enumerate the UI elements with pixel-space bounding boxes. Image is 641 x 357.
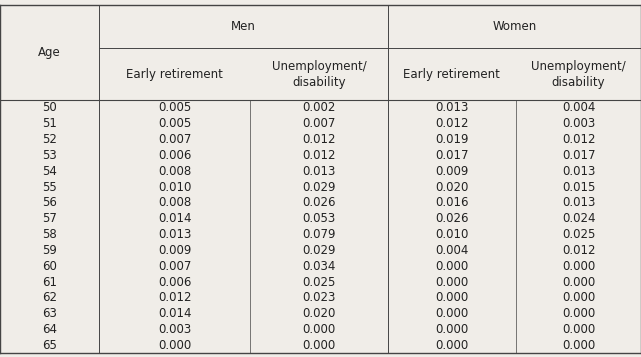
Text: 0.013: 0.013	[158, 228, 192, 241]
Text: 0.005: 0.005	[158, 101, 191, 114]
Text: 63: 63	[42, 307, 57, 320]
Text: 0.026: 0.026	[435, 212, 469, 225]
Text: 56: 56	[42, 196, 57, 210]
Text: 0.007: 0.007	[302, 117, 336, 130]
Text: 0.019: 0.019	[435, 133, 469, 146]
Text: 0.000: 0.000	[562, 323, 595, 336]
Text: 0.012: 0.012	[435, 117, 469, 130]
Text: 0.005: 0.005	[158, 117, 191, 130]
Text: 0.029: 0.029	[302, 181, 336, 193]
Text: 0.003: 0.003	[562, 117, 595, 130]
Text: 52: 52	[42, 133, 57, 146]
Text: 0.026: 0.026	[302, 196, 336, 210]
Text: 0.000: 0.000	[562, 291, 595, 305]
Text: 0.006: 0.006	[158, 276, 192, 289]
Text: 61: 61	[42, 276, 57, 289]
Text: 0.014: 0.014	[158, 307, 192, 320]
Text: 0.012: 0.012	[562, 133, 595, 146]
Text: 0.029: 0.029	[302, 244, 336, 257]
Text: 0.025: 0.025	[562, 228, 595, 241]
Text: 0.000: 0.000	[435, 260, 469, 273]
Text: 0.008: 0.008	[158, 196, 191, 210]
Text: 0.010: 0.010	[158, 181, 192, 193]
Text: 0.009: 0.009	[158, 244, 192, 257]
Text: 0.004: 0.004	[435, 244, 469, 257]
Text: 0.012: 0.012	[562, 244, 595, 257]
Text: 0.020: 0.020	[302, 307, 336, 320]
Text: 0.000: 0.000	[562, 307, 595, 320]
Text: 0.034: 0.034	[302, 260, 336, 273]
Text: 0.053: 0.053	[303, 212, 335, 225]
Text: 0.014: 0.014	[158, 212, 192, 225]
Text: 0.024: 0.024	[562, 212, 595, 225]
Text: 0.000: 0.000	[435, 291, 469, 305]
Text: 58: 58	[42, 228, 57, 241]
Text: 64: 64	[42, 323, 57, 336]
Text: 62: 62	[42, 291, 57, 305]
Text: 0.079: 0.079	[302, 228, 336, 241]
Text: 0.002: 0.002	[302, 101, 336, 114]
Text: 0.012: 0.012	[302, 149, 336, 162]
Text: Unemployment/
disability: Unemployment/ disability	[272, 60, 366, 89]
Text: 51: 51	[42, 117, 57, 130]
Text: Men: Men	[231, 20, 256, 33]
Text: 0.013: 0.013	[302, 165, 336, 178]
Text: 0.009: 0.009	[435, 165, 469, 178]
Text: 0.016: 0.016	[435, 196, 469, 210]
Text: 0.000: 0.000	[435, 323, 469, 336]
Text: 50: 50	[42, 101, 57, 114]
Text: 0.020: 0.020	[435, 181, 469, 193]
Text: 53: 53	[42, 149, 57, 162]
Text: 57: 57	[42, 212, 57, 225]
Text: Early retirement: Early retirement	[403, 67, 501, 81]
Text: 0.000: 0.000	[303, 339, 335, 352]
Text: 59: 59	[42, 244, 57, 257]
Text: 0.000: 0.000	[562, 339, 595, 352]
Text: 0.012: 0.012	[302, 133, 336, 146]
Text: 0.025: 0.025	[302, 276, 336, 289]
Text: 0.000: 0.000	[435, 339, 469, 352]
Text: 54: 54	[42, 165, 57, 178]
Text: 0.023: 0.023	[302, 291, 336, 305]
Text: Age: Age	[38, 46, 61, 59]
Text: 0.000: 0.000	[435, 307, 469, 320]
Text: 0.010: 0.010	[435, 228, 469, 241]
Text: 65: 65	[42, 339, 57, 352]
Text: 0.015: 0.015	[562, 181, 595, 193]
Text: 0.000: 0.000	[158, 339, 191, 352]
Text: 0.000: 0.000	[562, 276, 595, 289]
Text: Unemployment/
disability: Unemployment/ disability	[531, 60, 626, 89]
Text: 0.012: 0.012	[158, 291, 192, 305]
Text: 0.004: 0.004	[562, 101, 595, 114]
Text: 0.003: 0.003	[158, 323, 191, 336]
Text: 0.017: 0.017	[562, 149, 595, 162]
Text: 60: 60	[42, 260, 57, 273]
Text: Women: Women	[492, 20, 537, 33]
Text: 0.013: 0.013	[435, 101, 469, 114]
Text: 0.000: 0.000	[435, 276, 469, 289]
Text: 55: 55	[42, 181, 57, 193]
Text: 0.000: 0.000	[303, 323, 335, 336]
Text: 0.007: 0.007	[158, 133, 192, 146]
Text: 0.017: 0.017	[435, 149, 469, 162]
Text: 0.007: 0.007	[158, 260, 192, 273]
Text: 0.013: 0.013	[562, 196, 595, 210]
Text: 0.006: 0.006	[158, 149, 192, 162]
Text: 0.008: 0.008	[158, 165, 191, 178]
Text: Early retirement: Early retirement	[126, 67, 223, 81]
Text: 0.013: 0.013	[562, 165, 595, 178]
Text: 0.000: 0.000	[562, 260, 595, 273]
